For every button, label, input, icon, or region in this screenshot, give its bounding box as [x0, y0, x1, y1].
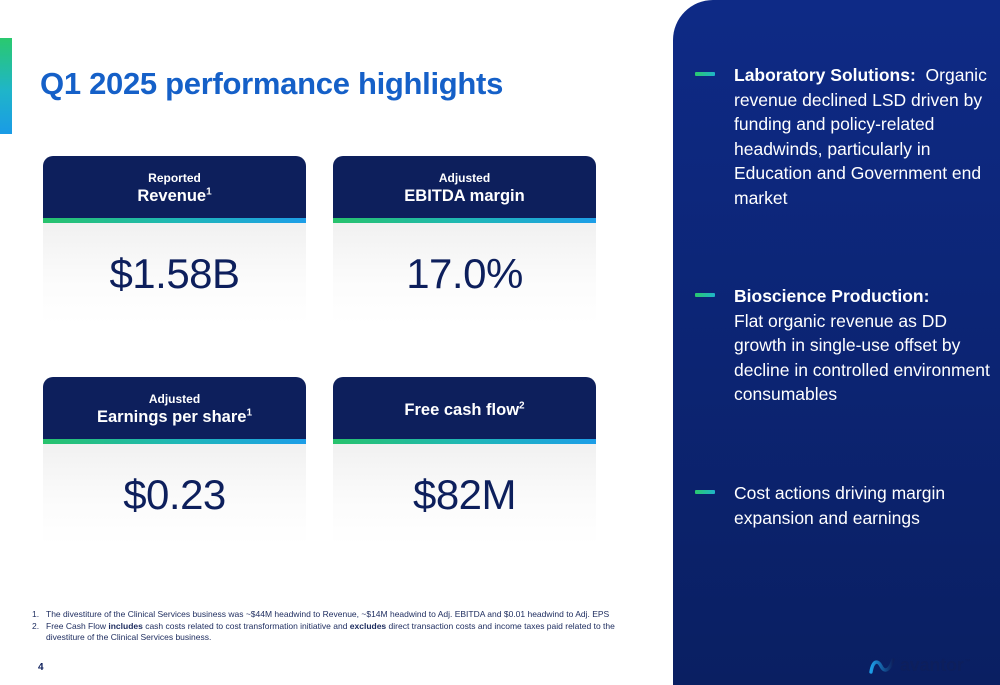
footnote-ref: 1	[246, 407, 253, 419]
card-value: $82M	[412, 470, 517, 518]
card-title: Earnings per share1	[97, 407, 252, 428]
card-title-text: Revenue	[137, 187, 207, 205]
page-title: Q1 2025 performance highlights	[40, 66, 504, 101]
card-subtitle: Adjusted	[148, 392, 201, 406]
card-header: Reported Revenue1	[43, 156, 306, 222]
footnote-text-part: Free Cash Flow	[46, 620, 109, 631]
bullet-heading: Laboratory Solutions:	[734, 65, 916, 85]
bullet-body: Organic revenue declined LSD driven by f…	[734, 65, 987, 208]
card-title: EBITDA margin	[404, 186, 524, 207]
bullet-text: Bioscience Production: Flat organic reven…	[734, 284, 990, 407]
card-header: Adjusted EBITDA margin	[333, 156, 596, 222]
bullet-text: Laboratory Solutions: Organic revenue de…	[734, 63, 990, 210]
bullet-body: Cost actions driving margin expansion an…	[734, 483, 946, 528]
dash-icon	[695, 72, 715, 76]
card-value: 17.0%	[406, 249, 523, 297]
footnote-emphasis: includes	[108, 620, 143, 631]
card-body: 17.0%	[333, 223, 596, 324]
card-value: $0.23	[123, 470, 226, 518]
card-subtitle: Reported	[148, 171, 201, 185]
footnote-ref: 2	[519, 400, 525, 411]
bullet-text: Cost actions driving margin expansion an…	[734, 481, 990, 530]
bullet-heading: Bioscience Production:	[734, 286, 930, 306]
card-title: Free cash flow2	[404, 400, 524, 421]
card-divider	[333, 439, 596, 444]
footnote-text-part: direct transaction costs and income taxe…	[46, 620, 615, 643]
bullet-body: Flat organic revenue as DD growth in sin…	[734, 310, 990, 405]
accent-bar	[0, 38, 12, 134]
footnote-number: 2.	[32, 620, 40, 631]
page-number: 4	[38, 662, 44, 673]
footnote-2: 2. Free Cash Flow includes cash costs re…	[32, 621, 652, 644]
card-title: Revenue1	[137, 186, 211, 207]
trademark-symbol: ™	[964, 658, 971, 665]
card-title-text: Earnings per share	[96, 408, 247, 426]
avantor-mark-icon	[869, 657, 895, 674]
footnotes: 1. The divestiture of the Clinical Servi…	[32, 609, 652, 644]
card-body: $0.23	[43, 444, 306, 545]
card-eps: Adjusted Earnings per share1 $0.23	[43, 377, 306, 545]
card-divider	[43, 218, 306, 223]
footnote-number: 1.	[32, 609, 40, 619]
card-header: Free cash flow2	[333, 377, 596, 443]
dash-icon	[695, 490, 715, 494]
card-free-cash-flow: Free cash flow2 $82M	[333, 377, 596, 545]
dash-icon	[695, 293, 715, 297]
card-title-text: Free cash flow	[404, 400, 520, 419]
card-title-text: EBITDA margin	[404, 187, 525, 205]
highlights-panel: Laboratory Solutions: Organic revenue de…	[673, 0, 1000, 685]
card-subtitle: Adjusted	[438, 171, 491, 185]
logo-wordmark: avantor	[900, 655, 964, 675]
footnote-text-part: cash costs related to cost transformatio…	[142, 620, 350, 631]
card-value: $1.58B	[109, 249, 240, 297]
card-revenue: Reported Revenue1 $1.58B	[43, 156, 306, 324]
card-divider	[43, 439, 306, 444]
footnote-ref: 1	[206, 186, 212, 198]
card-header: Adjusted Earnings per share1	[43, 377, 306, 443]
card-body: $1.58B	[43, 223, 306, 324]
footnote-1: 1. The divestiture of the Clinical Servi…	[32, 609, 652, 621]
card-divider	[333, 218, 596, 223]
card-ebitda-margin: Adjusted EBITDA margin 17.0%	[333, 156, 596, 324]
card-body: $82M	[333, 444, 596, 545]
avantor-logo: avantor ™	[869, 655, 971, 676]
footnote-text: The divestiture of the Clinical Services…	[46, 609, 610, 619]
footnote-text: Free Cash Flow includes cash costs relat…	[46, 621, 652, 644]
footnote-emphasis: excludes	[349, 620, 387, 631]
